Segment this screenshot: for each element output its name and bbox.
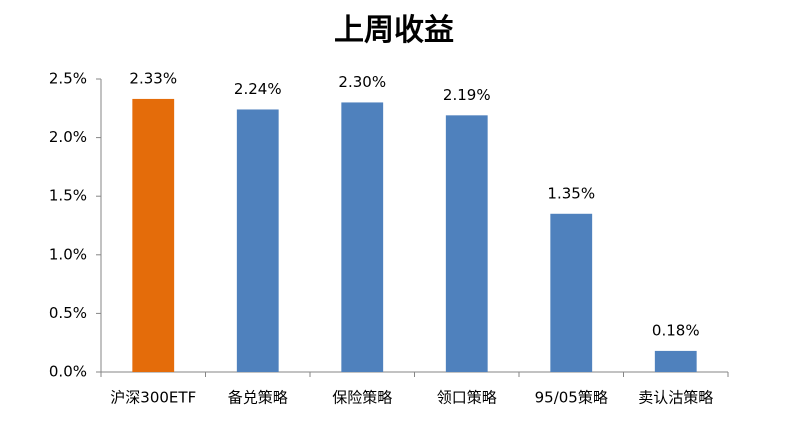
value-label: 2.30% <box>338 73 386 91</box>
y-tick-label: 1.0% <box>49 245 87 263</box>
bar <box>132 98 175 372</box>
bar <box>341 102 384 372</box>
value-label: 2.24% <box>234 80 282 98</box>
chart-title: 上周收益 <box>334 13 454 48</box>
y-tick-label: 2.5% <box>49 70 87 88</box>
x-tick-label: 备兑策略 <box>228 389 288 407</box>
bar <box>236 109 279 373</box>
y-tick-label: 2.0% <box>49 128 87 146</box>
x-tick-label: 卖认沽策略 <box>638 389 713 407</box>
bar <box>654 350 697 372</box>
value-label: 2.33% <box>129 69 177 87</box>
value-label: 1.35% <box>547 184 595 202</box>
y-tick-label: 0.5% <box>49 304 87 322</box>
value-label: 2.19% <box>443 86 491 104</box>
y-tick-label: 1.5% <box>49 187 87 205</box>
x-tick-label: 95/05策略 <box>535 389 608 407</box>
bar <box>445 115 488 372</box>
y-tick-label: 0.0% <box>49 363 87 381</box>
bar <box>550 213 593 372</box>
x-tick-label: 沪深300ETF <box>110 389 196 407</box>
value-label: 0.18% <box>652 321 700 339</box>
x-tick-label: 保险策略 <box>332 389 392 407</box>
x-tick-label: 领口策略 <box>437 389 497 407</box>
